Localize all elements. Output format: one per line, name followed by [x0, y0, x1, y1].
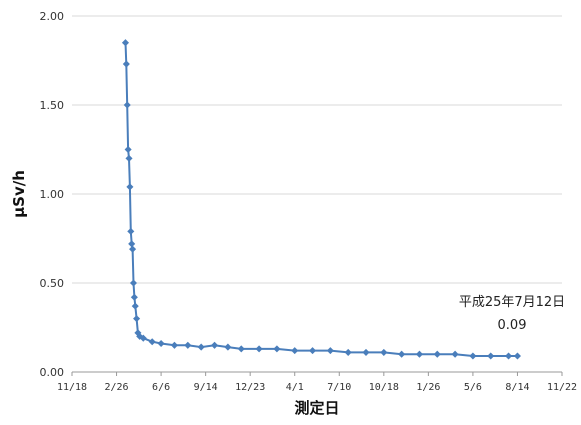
y-tick-label: 0.00	[40, 366, 65, 379]
data-point	[122, 60, 130, 68]
data-point	[197, 343, 205, 351]
y-tick-label: 0.50	[40, 277, 65, 290]
x-tick-label: 6/6	[152, 382, 170, 393]
x-axis-title: 測定日	[294, 399, 339, 417]
data-point	[133, 315, 141, 323]
x-tick-labels: 11/18 2/26 6/6 9/14 12/23 4/1 7/10 10/18 1/26 5/6…	[57, 372, 577, 393]
data-point	[326, 347, 334, 355]
x-tick-label: 12/23	[235, 382, 265, 393]
data-point	[211, 341, 219, 349]
grid-lines	[72, 15, 562, 284]
data-point	[121, 39, 129, 47]
series-line	[124, 42, 518, 357]
data-point	[433, 350, 441, 358]
data-point	[123, 101, 131, 109]
x-tick-label: 10/18	[369, 382, 399, 393]
x-tick-label: 5/6	[464, 382, 482, 393]
x-tick-label: 2/26	[104, 382, 128, 393]
data-point	[398, 350, 406, 358]
data-point	[362, 348, 370, 356]
latest-value-annotation: 0.09	[498, 318, 527, 333]
data-point	[127, 227, 135, 235]
data-point	[126, 183, 134, 191]
data-point	[129, 245, 137, 253]
x-tick-label: 11/22	[547, 382, 577, 393]
data-point	[513, 352, 521, 360]
data-point	[170, 341, 178, 349]
data-point	[139, 334, 147, 342]
data-point	[148, 338, 156, 346]
data-point	[415, 350, 423, 358]
data-point	[224, 343, 232, 351]
y-tick-label: 1.50	[40, 99, 65, 112]
data-point	[125, 154, 133, 162]
x-tick-label: 8/14	[505, 382, 529, 393]
data-point	[273, 345, 281, 353]
y-axis-title: μSv/h	[10, 170, 28, 218]
y-tick-label: 2.00	[40, 10, 65, 23]
x-tick-label: 11/18	[57, 382, 87, 393]
data-point	[309, 347, 317, 355]
data-point	[157, 339, 165, 348]
x-tick-label: 9/14	[194, 382, 218, 393]
data-point	[505, 352, 513, 360]
x-tick-label: 1/26	[416, 382, 440, 393]
data-point	[291, 347, 299, 355]
x-tick-label: 4/1	[286, 382, 304, 393]
x-tick-label: 7/10	[327, 382, 351, 393]
data-point	[131, 302, 139, 310]
data-point	[469, 352, 477, 360]
series-line-group	[121, 39, 521, 360]
data-point	[130, 293, 138, 301]
data-point	[255, 345, 263, 353]
data-point	[124, 145, 132, 154]
data-point	[129, 279, 138, 287]
data-point	[128, 240, 136, 248]
data-point	[237, 345, 245, 353]
data-point	[487, 352, 495, 360]
y-tick-label: 1.00	[40, 188, 65, 201]
latest-date-annotation: 平成25年7月12日	[459, 295, 565, 310]
data-point	[380, 348, 388, 356]
data-point	[184, 341, 192, 349]
data-point	[451, 350, 459, 358]
y-tick-labels: 0.00 0.50 1.00 1.50 2.00	[40, 10, 65, 379]
data-point	[344, 348, 352, 356]
